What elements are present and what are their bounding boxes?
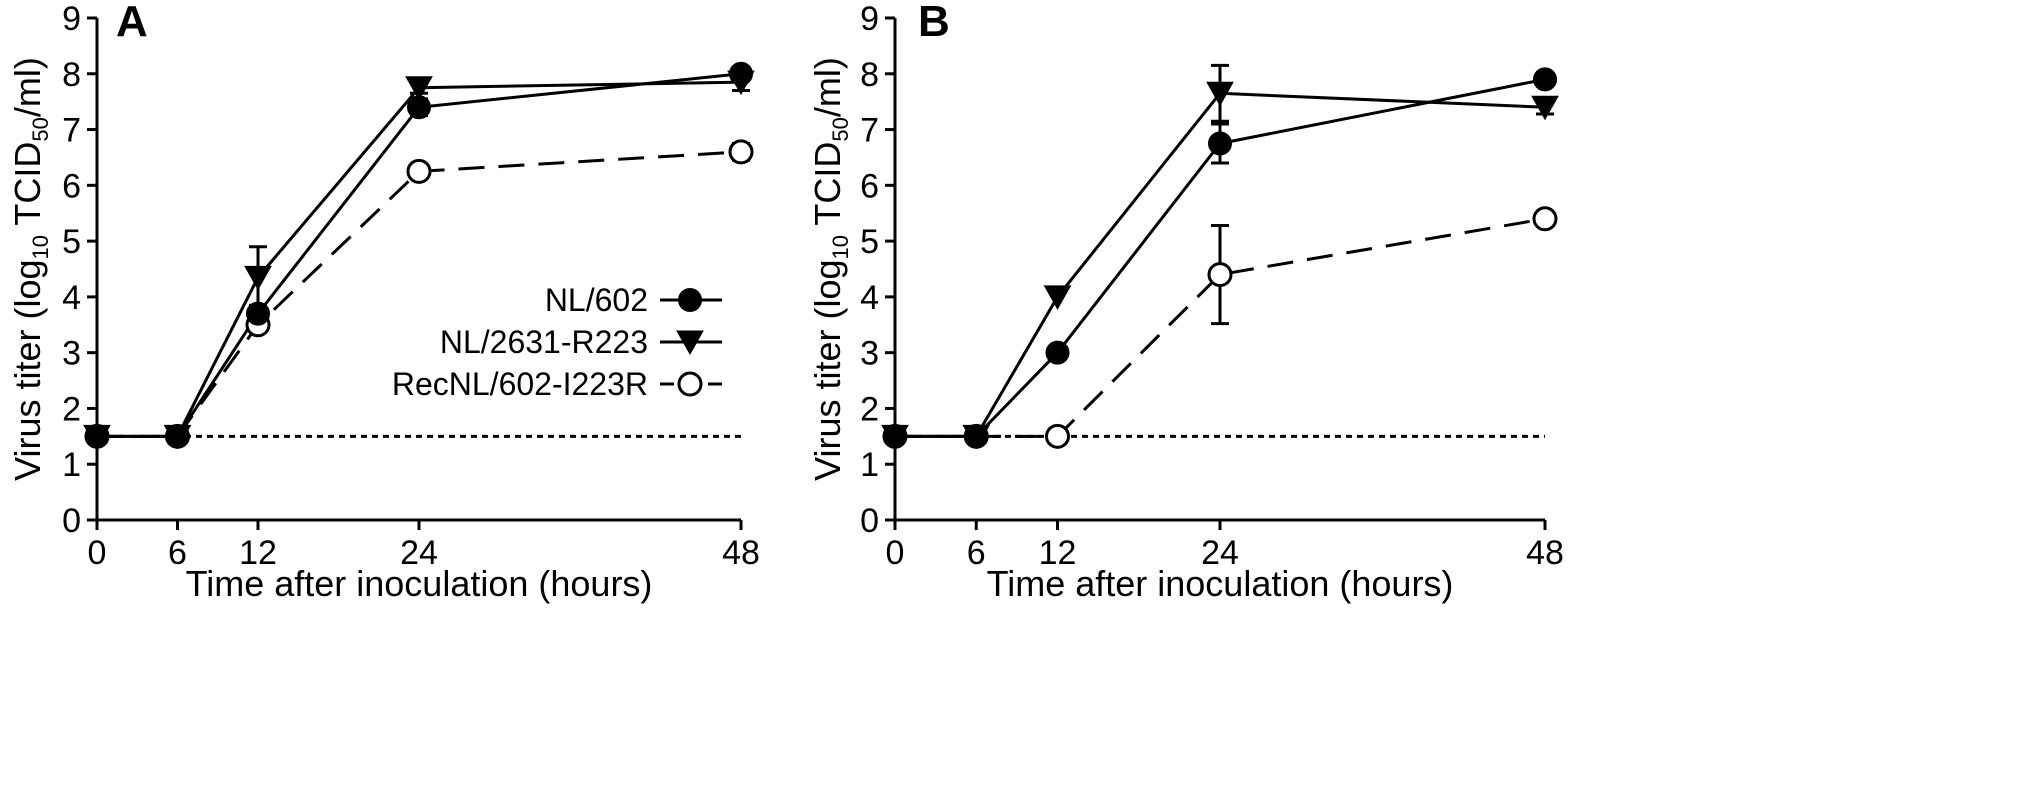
data-point — [1208, 131, 1232, 156]
y-tick-label: 4 — [62, 279, 81, 317]
x-tick-label: 0 — [886, 534, 905, 572]
y-axis-label-part: Virus titer (log — [807, 259, 848, 480]
data-point — [246, 301, 270, 326]
x-tick-label: 24 — [400, 534, 438, 572]
x-tick-label: 12 — [1039, 534, 1077, 572]
data-point — [1045, 340, 1070, 365]
y-axis-label-subscript: 50 — [28, 117, 53, 141]
data-point — [727, 70, 755, 96]
y-tick-label: 5 — [62, 223, 81, 261]
x-tick-label: 6 — [967, 534, 986, 572]
y-tick-label: 3 — [860, 335, 879, 373]
y-tick-label: 0 — [860, 502, 879, 540]
y-tick-label: 4 — [860, 279, 879, 317]
data-point — [1207, 262, 1233, 288]
y-tick-label: 9 — [860, 0, 879, 38]
x-axis-label: Time after inoculation (hours) — [186, 563, 653, 604]
y-axis-label-part: TCID — [7, 142, 48, 235]
data-point — [728, 139, 754, 165]
y-tick-label: 9 — [62, 0, 81, 38]
data-point — [83, 424, 111, 450]
y-axis-label: Virus titer (log10 TCID50/ml) — [7, 57, 53, 481]
y-tick-label: 2 — [860, 390, 879, 428]
y-axis-label-subscript: 10 — [828, 235, 853, 259]
y-axis-label: Virus titer (log10 TCID50/ml) — [807, 57, 853, 481]
x-axis-label: Time after inoculation (hours) — [987, 563, 1454, 604]
legend-marker — [677, 371, 703, 397]
y-axis-label-part: /ml) — [807, 57, 848, 117]
y-axis-label-part: Virus titer (log — [7, 259, 48, 480]
y-tick-label: 2 — [62, 390, 81, 428]
y-tick-label: 6 — [62, 167, 81, 205]
legend-marker — [678, 288, 702, 312]
x-tick-label: 48 — [1526, 534, 1564, 572]
x-tick-label: 0 — [88, 534, 107, 572]
legend-label: NL/602 — [545, 282, 648, 318]
data-point — [1531, 95, 1559, 121]
x-tick-label: 24 — [1201, 534, 1239, 572]
x-tick-label: 48 — [722, 534, 760, 572]
y-axis-label-part: TCID — [807, 142, 848, 235]
y-tick-label: 7 — [62, 112, 81, 150]
y-tick-label: 0 — [62, 502, 81, 540]
data-point — [881, 424, 909, 450]
legend: NL/602 NL/2631-R223 RecNL/602-I223R — [392, 282, 722, 402]
data-point — [163, 424, 192, 450]
y-tick-label: 8 — [860, 56, 879, 94]
legend-label: RecNL/602-I223R — [392, 366, 648, 402]
y-axis-label-part: /ml) — [7, 57, 48, 117]
y-tick-label: 7 — [860, 112, 879, 150]
x-tick-label: 6 — [168, 534, 187, 572]
legend-marker — [676, 330, 704, 356]
y-axis-label-subscript: 10 — [28, 235, 53, 259]
data-point — [244, 265, 272, 291]
y-tick-label: 6 — [860, 167, 879, 205]
data-point — [1206, 81, 1234, 107]
x-tick-label: 12 — [239, 534, 277, 572]
y-tick-label: 3 — [62, 335, 81, 373]
y-tick-label: 5 — [860, 223, 879, 261]
data-point — [406, 158, 432, 184]
y-tick-label: 8 — [62, 56, 81, 94]
panel-letter: B — [918, 0, 950, 46]
data-point — [405, 76, 433, 101]
legend-label: NL/2631-R223 — [440, 324, 648, 360]
data-point — [1045, 423, 1070, 449]
data-point — [1043, 285, 1072, 310]
y-tick-label: 1 — [860, 446, 879, 484]
panel-letter: A — [116, 0, 148, 46]
y-axis-label-subscript: 50 — [828, 117, 853, 141]
data-point — [1533, 67, 1557, 92]
data-point — [962, 424, 991, 450]
y-tick-label: 1 — [62, 446, 81, 484]
data-point — [1532, 206, 1558, 232]
